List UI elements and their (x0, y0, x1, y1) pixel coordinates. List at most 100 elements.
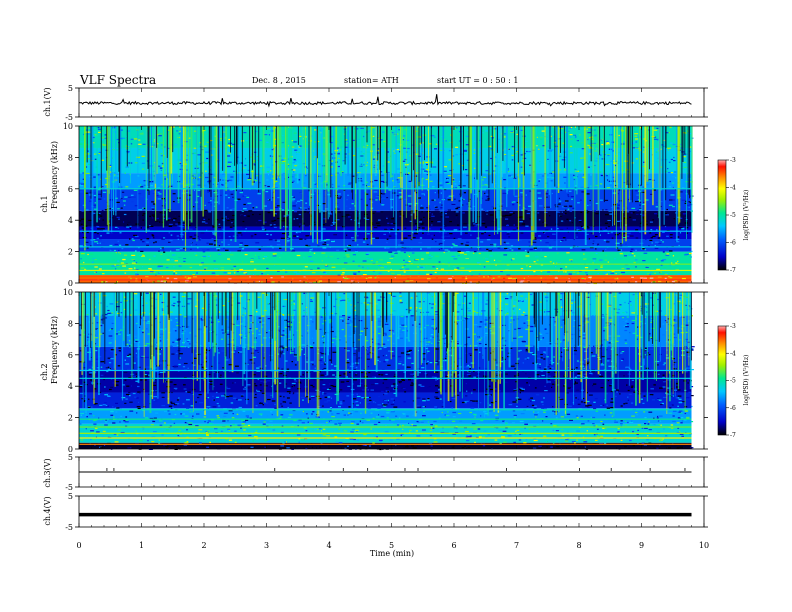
spectrogram-texture (623, 267, 627, 269)
spectrogram-texture (262, 271, 265, 273)
spectrogram-texture (655, 206, 659, 208)
spectrogram-texture (335, 219, 340, 221)
spectrogram-texture (439, 187, 443, 189)
spectrogram-texture (495, 156, 497, 158)
spectrogram-texture (565, 439, 569, 441)
spectrogram-texture (94, 232, 97, 234)
spectrogram-texture (488, 431, 491, 433)
spectrogram-texture (623, 255, 628, 257)
panel-0: 5-5 (65, 84, 708, 122)
spectrogram-texture (131, 254, 136, 256)
spectrogram-texture (234, 441, 237, 443)
spectrogram-texture (101, 232, 105, 234)
spectrogram-texture (250, 446, 254, 448)
spectrogram-texture (418, 229, 423, 231)
dark-streak (380, 126, 381, 204)
spectrogram-texture (444, 213, 447, 215)
spectrogram-texture (444, 249, 449, 251)
spectrogram-texture (530, 400, 532, 402)
spectrogram-texture (516, 151, 520, 153)
narrowband-line (79, 279, 692, 281)
sferic-streak (568, 126, 570, 188)
spectrogram-texture (105, 414, 108, 416)
spectrogram-texture (526, 265, 528, 267)
spectrogram-texture (538, 148, 540, 150)
dark-streak (689, 126, 690, 199)
spectrogram-texture (525, 439, 528, 441)
dark-streak (297, 126, 299, 145)
spectrogram-texture (493, 259, 496, 261)
spectrogram-texture (378, 268, 380, 270)
spectrogram-texture (397, 274, 401, 276)
spectrogram-texture (375, 416, 380, 418)
spectrogram-texture (431, 186, 435, 188)
spectrogram-texture (552, 126, 555, 128)
spectrogram-texture (676, 241, 680, 243)
spectrogram-texture (654, 213, 657, 215)
spectrogram-texture (291, 200, 295, 202)
spectrogram-texture (576, 439, 578, 441)
spectrogram-texture (321, 430, 322, 432)
dark-streak (377, 126, 379, 161)
spectrogram-texture (307, 421, 309, 423)
spectrogram-texture (594, 268, 598, 271)
spectrogram-texture (438, 261, 441, 263)
spectrogram-texture (170, 259, 174, 261)
spectrogram-texture (280, 252, 283, 254)
spectrogram-texture (546, 238, 550, 240)
spectrogram-texture (292, 169, 296, 171)
spectrogram-texture (335, 441, 338, 443)
spectrogram-texture (148, 179, 152, 181)
spectrogram-texture (503, 441, 507, 443)
spectrogram-texture (538, 205, 543, 207)
spectrogram-texture (407, 147, 411, 150)
spectrogram-texture (153, 237, 155, 239)
spectrogram-texture (133, 138, 138, 140)
sferic-streak (325, 126, 327, 223)
spectrogram-texture (402, 424, 404, 427)
spectrogram-texture (656, 447, 659, 449)
spectrogram-texture (273, 224, 276, 226)
spectrogram-texture (148, 268, 152, 270)
spectrogram-texture (292, 205, 296, 207)
spectrogram-texture (484, 394, 489, 396)
spectrogram-texture (386, 247, 390, 249)
spectrogram-texture (537, 182, 539, 184)
spectrogram-texture (506, 264, 510, 266)
spectrogram-texture (148, 165, 153, 167)
spectrogram-texture (302, 187, 307, 189)
spectrogram-texture (426, 273, 430, 275)
spectrogram-texture (482, 436, 485, 438)
spectrogram-texture (362, 260, 367, 262)
spectrogram-texture (98, 268, 102, 270)
spectrogram-texture (613, 171, 616, 173)
spectrogram-texture (433, 234, 435, 236)
spectrogram-texture (345, 139, 348, 141)
sferic-streak (120, 126, 122, 199)
spectrogram-texture (430, 169, 432, 171)
spectrogram-texture (186, 278, 190, 280)
spectrogram-texture (429, 174, 432, 176)
spectrogram-texture (266, 233, 269, 235)
spectrogram-texture (587, 204, 589, 207)
spectrogram-texture (228, 162, 233, 164)
spectrogram-texture (152, 420, 156, 423)
spectrogram-texture (127, 144, 131, 147)
spectrogram-texture (120, 207, 123, 209)
spectrogram-texture (286, 240, 290, 242)
spectrogram-texture (652, 235, 656, 237)
sferic-streak (494, 126, 495, 235)
spectrogram-texture (336, 413, 340, 415)
spectrogram-texture (342, 172, 344, 174)
spectrogram-texture (241, 210, 245, 212)
spectrogram-texture (682, 132, 686, 134)
spectrogram-texture (411, 184, 414, 186)
spectrogram-texture (216, 248, 221, 250)
spectrogram-texture (654, 234, 658, 236)
sferic-streak (476, 126, 479, 198)
spectrogram-texture (282, 201, 286, 203)
spectrogram-texture (107, 395, 111, 397)
spectrogram-texture (234, 430, 237, 432)
spectrogram-texture (416, 435, 421, 437)
sferic-streak (216, 126, 218, 187)
